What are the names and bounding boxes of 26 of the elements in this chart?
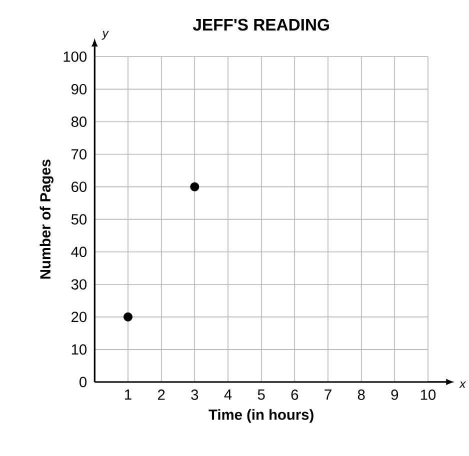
y-tick-label: 10 [72,344,87,355]
x-tick-label: 9 [391,390,398,400]
y-tick-label: 50 [71,214,87,225]
x-tick-label: 5 [258,390,265,400]
text: x [459,381,466,388]
x-tick-label: 2 [158,390,165,400]
x-axis-title: Time (in hours) [208,409,314,423]
x-tick-label: 6 [291,390,298,400]
y-tick-label: 20 [72,312,87,322]
chart-title: JEFF'S READING [192,18,329,31]
y-tick-label: 40 [71,246,87,258]
text: y [102,30,109,40]
y-tick-label: 30 [71,279,87,290]
x-tick-label: 3 [191,390,198,400]
x-tick-label: 1 [125,390,132,400]
y-tick-label: 60 [72,182,87,192]
y-tick-label: 100 [64,51,87,62]
y-axis-title: Number of Pages [40,160,54,279]
y-tick-label: 70 [72,149,87,160]
x-tick-label: 7 [324,390,332,400]
y-tick-label: 90 [71,84,87,94]
y-tick-label: 0 [80,376,87,388]
x-tick-label: 4 [224,390,232,400]
x-tick-label: 8 [358,390,365,400]
y-tick-label: 80 [71,116,87,127]
x-tick-label: 10 [420,390,436,400]
